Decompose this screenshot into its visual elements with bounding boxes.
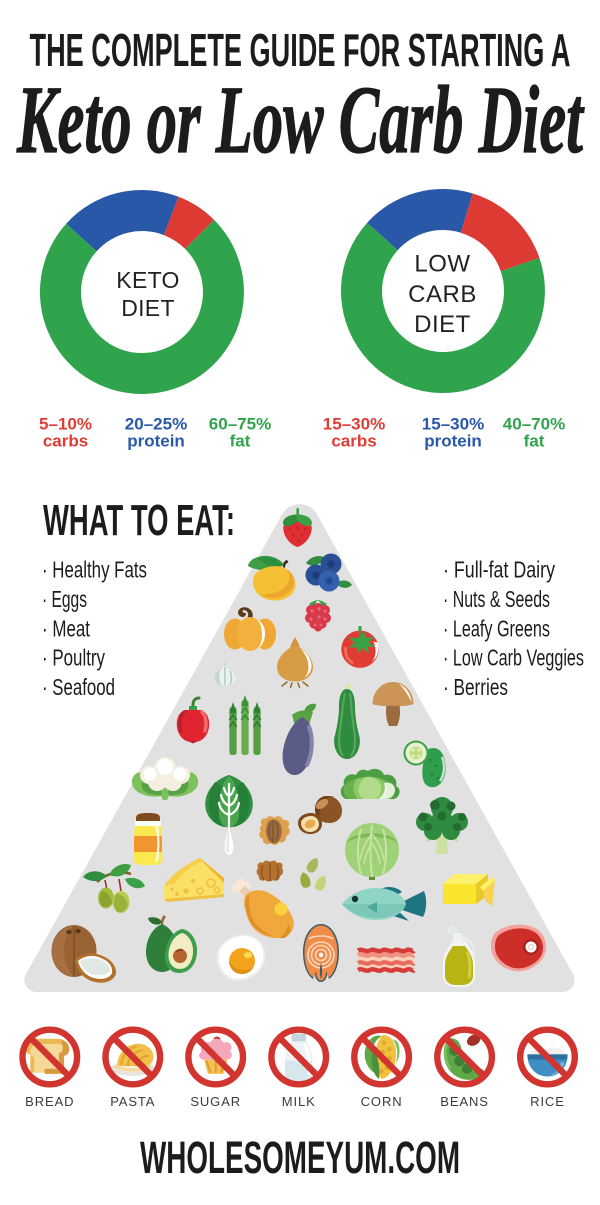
svg-text:· Low Carb Veggies: · Low Carb Veggies (443, 645, 584, 671)
svg-text:PASTA: PASTA (110, 1094, 155, 1109)
svg-text:LOW: LOW (414, 251, 470, 278)
svg-text:fat: fat (230, 432, 251, 451)
svg-text:DIET: DIET (121, 295, 175, 321)
svg-text:BEANS: BEANS (440, 1094, 489, 1109)
svg-text:CARB: CARB (408, 281, 477, 308)
svg-text:fat: fat (524, 432, 545, 451)
svg-text:RICE: RICE (530, 1094, 565, 1109)
svg-text:· Poultry: · Poultry (42, 645, 105, 671)
svg-text:protein: protein (127, 432, 185, 451)
svg-text:5–10%: 5–10% (39, 415, 92, 434)
svg-text:Keto or Low Carb Diet: Keto or Low Carb Diet (16, 66, 585, 173)
svg-text:carbs: carbs (43, 432, 88, 451)
svg-text:· Eggs: · Eggs (42, 586, 87, 612)
svg-text:WHOLESOMEYUM.COM: WHOLESOMEYUM.COM (140, 1132, 460, 1183)
svg-text:· Healthy Fats: · Healthy Fats (42, 557, 147, 583)
svg-text:· Nuts & Seeds: · Nuts & Seeds (443, 586, 550, 612)
svg-text:THE COMPLETE GUIDE FOR STARTIN: THE COMPLETE GUIDE FOR STARTING A (30, 24, 571, 76)
svg-text:MILK: MILK (282, 1094, 316, 1109)
svg-text:WHAT TO EAT:: WHAT TO EAT: (43, 496, 235, 545)
svg-text:SUGAR: SUGAR (190, 1094, 241, 1109)
svg-text:· Seafood: · Seafood (42, 674, 115, 700)
svg-text:CORN: CORN (361, 1094, 403, 1109)
svg-text:15–30%: 15–30% (422, 415, 484, 434)
svg-text:· Berries: · Berries (443, 674, 508, 700)
svg-text:40–70%: 40–70% (503, 415, 565, 434)
svg-text:protein: protein (424, 432, 482, 451)
svg-text:60–75%: 60–75% (209, 415, 271, 434)
svg-text:· Full-fat Dairy: · Full-fat Dairy (443, 557, 555, 583)
svg-text:DIET: DIET (414, 311, 471, 338)
svg-text:carbs: carbs (331, 432, 376, 451)
svg-text:· Leafy Greens: · Leafy Greens (443, 615, 550, 641)
svg-text:KETO: KETO (116, 267, 179, 293)
svg-text:15–30%: 15–30% (323, 415, 385, 434)
svg-text:20–25%: 20–25% (125, 415, 187, 434)
svg-text:· Meat: · Meat (42, 615, 90, 641)
svg-text:BREAD: BREAD (25, 1094, 74, 1109)
